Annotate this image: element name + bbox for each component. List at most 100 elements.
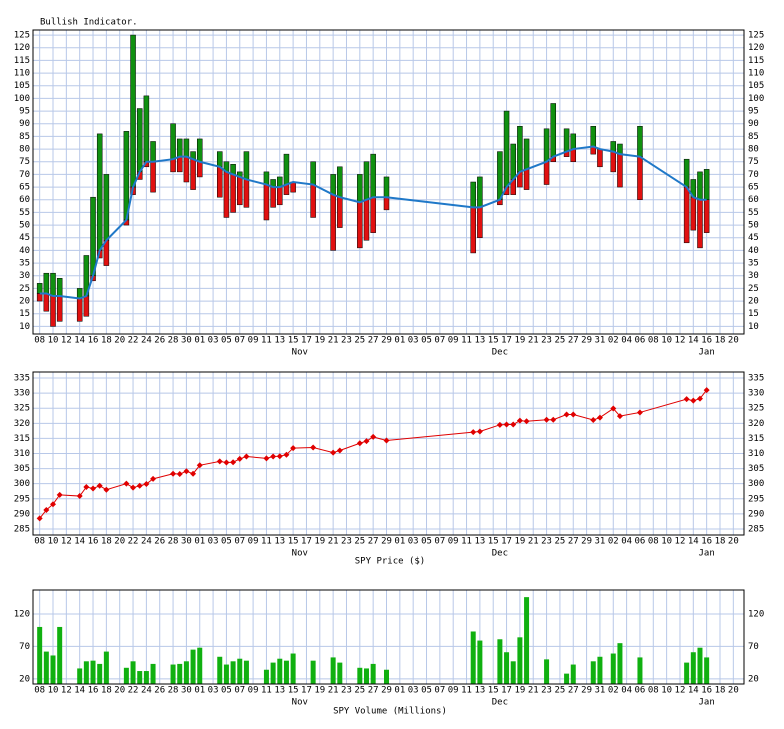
volume-bar	[97, 663, 103, 684]
x-tick-label: 30	[181, 686, 192, 696]
y-tick-label-right: 320	[748, 419, 764, 429]
x-tick-label: 23	[541, 336, 552, 346]
x-tick-label: 13	[274, 537, 285, 547]
bear-bar	[310, 184, 316, 218]
price-marker	[370, 433, 377, 440]
volume-bar	[130, 661, 136, 684]
volume-bar	[263, 669, 269, 684]
x-tick-label: 18	[715, 686, 726, 696]
bear-bar	[610, 151, 617, 173]
x-tick-label: 01	[394, 686, 405, 696]
y-tick-label: 10	[19, 322, 30, 332]
x-tick-label: 25	[554, 537, 565, 547]
y-tick-label-right: 70	[748, 170, 759, 180]
x-tick-label: 22	[128, 537, 139, 547]
price-marker	[123, 480, 130, 487]
x-tick-label: 12	[675, 686, 686, 696]
x-tick-label: 20	[728, 537, 739, 547]
price-marker	[283, 451, 290, 458]
x-tick-label: 30	[181, 336, 192, 346]
volume-bar	[497, 639, 503, 684]
volume-bar	[243, 660, 249, 684]
y-tick-label: 300	[14, 479, 30, 489]
y-tick-label-right: 290	[748, 509, 764, 519]
price-marker	[310, 444, 317, 451]
bull-bar	[103, 174, 110, 241]
x-tick-label: 25	[354, 686, 365, 696]
volume-bar	[564, 673, 570, 684]
x-tick-label: 06	[635, 537, 646, 547]
price-marker	[336, 447, 343, 454]
month-label: Nov	[292, 348, 308, 358]
x-tick-label: 27	[568, 686, 579, 696]
y-tick-label: 75	[19, 157, 30, 167]
bull-bar	[143, 95, 150, 162]
bull-bar	[477, 176, 483, 208]
bear-bar	[150, 161, 156, 193]
bear-bar	[36, 293, 43, 302]
price-marker	[196, 462, 203, 469]
x-tick-label: 08	[34, 537, 45, 547]
x-tick-label: 31	[595, 336, 606, 346]
volume-bar	[137, 671, 143, 684]
y-tick-label-right: 55	[748, 208, 759, 218]
x-tick-label: 27	[368, 686, 379, 696]
x-tick-label: 09	[248, 336, 259, 346]
x-tick-label: 27	[368, 336, 379, 346]
y-tick-label-right: 50	[748, 221, 759, 231]
x-tick-label: 02	[608, 686, 619, 696]
price-marker	[183, 468, 190, 475]
x-tick-label: 05	[221, 537, 232, 547]
x-tick-label: 11	[261, 336, 272, 346]
x-tick-label: 17	[301, 537, 312, 547]
volume-bar	[330, 657, 336, 684]
y-tick-label-right: 70	[748, 642, 759, 652]
x-tick-label: 27	[368, 537, 379, 547]
volume-bar	[123, 667, 129, 684]
y-tick-label: 100	[14, 94, 30, 104]
y-tick-label-right: 315	[748, 434, 764, 444]
month-label: Dec	[492, 698, 508, 708]
bear-bar	[330, 194, 336, 251]
price-marker	[383, 437, 390, 444]
price-marker	[270, 453, 277, 460]
y-tick-label-right: 125	[748, 31, 764, 41]
volume-bar	[517, 637, 523, 684]
x-tick-label: 10	[661, 537, 672, 547]
bull-bar	[283, 153, 290, 185]
x-tick-label: 16	[88, 336, 99, 346]
price-marker	[76, 493, 83, 500]
price-marker	[330, 449, 337, 456]
x-tick-label: 20	[114, 336, 125, 346]
plot-border	[32, 29, 745, 335]
bull-bar	[503, 110, 510, 188]
x-tick-label: 03	[408, 537, 419, 547]
average-line	[39, 145, 707, 300]
bull-bar	[590, 126, 597, 147]
x-tick-label: 05	[421, 537, 432, 547]
bull-bar	[337, 166, 343, 198]
x-tick-label: 15	[488, 686, 499, 696]
x-tick-label: 13	[474, 686, 485, 696]
x-tick-label: 25	[354, 537, 365, 547]
price-marker	[503, 421, 510, 428]
x-tick-label: 18	[101, 686, 112, 696]
x-tick-label: 09	[448, 686, 459, 696]
y-tick-label-right: 20	[748, 297, 759, 307]
bull-bar	[497, 151, 503, 200]
month-label: Dec	[492, 549, 508, 559]
volume-bar	[704, 657, 710, 684]
volume-bar	[570, 664, 576, 684]
y-tick-label-right: 95	[748, 107, 759, 117]
x-tick-label: 21	[528, 336, 539, 346]
bear-bar	[190, 158, 196, 190]
x-tick-label: 21	[528, 686, 539, 696]
x-tick-label: 27	[568, 336, 579, 346]
price-marker	[696, 395, 703, 402]
x-tick-label: 16	[701, 537, 712, 547]
price-marker	[263, 455, 270, 462]
price-marker	[356, 440, 363, 447]
x-tick-label: 01	[394, 336, 405, 346]
x-tick-label: 29	[581, 336, 592, 346]
